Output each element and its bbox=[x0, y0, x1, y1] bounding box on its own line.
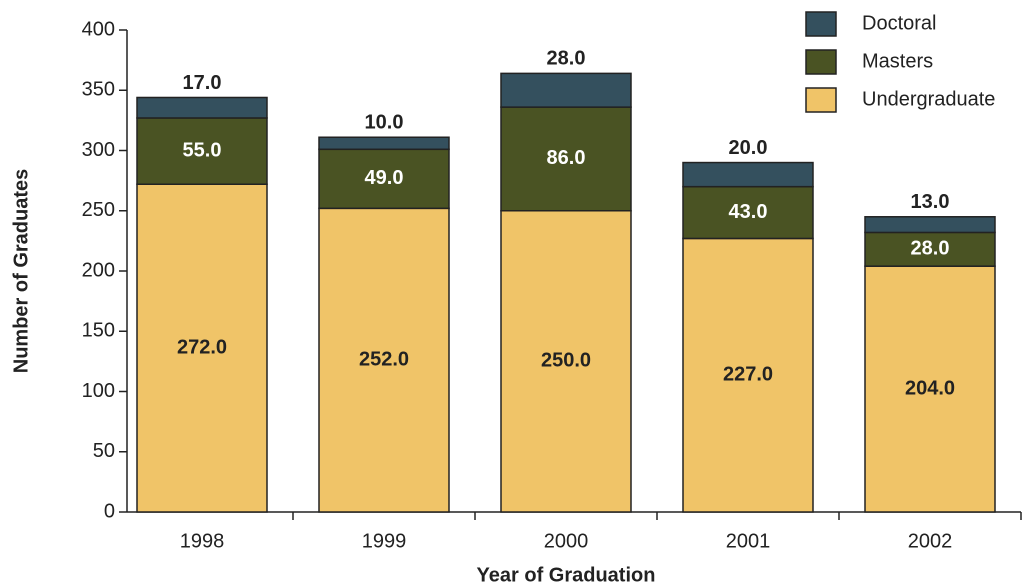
bar-segment bbox=[500, 72, 632, 108]
y-tick-label: 400 bbox=[82, 18, 115, 40]
y-tick-label: 100 bbox=[82, 380, 115, 402]
y-tick-label: 150 bbox=[82, 320, 115, 342]
x-tick-label: 2002 bbox=[908, 530, 953, 552]
data-label: 272.0 bbox=[177, 336, 227, 358]
data-label: 28.0 bbox=[547, 48, 586, 70]
bar-segment bbox=[136, 183, 268, 513]
data-label: 20.0 bbox=[729, 137, 768, 159]
bar-segment bbox=[682, 185, 814, 240]
x-tick-label: 2001 bbox=[726, 530, 771, 552]
x-tick-label: 1999 bbox=[362, 530, 407, 552]
data-label: 13.0 bbox=[911, 191, 950, 213]
x-tick-label: 1998 bbox=[180, 530, 225, 552]
bar-segment bbox=[864, 216, 996, 234]
bar-segment bbox=[136, 117, 268, 185]
legend-swatch bbox=[805, 87, 837, 113]
y-tick-label: 300 bbox=[82, 139, 115, 161]
data-label: 86.0 bbox=[547, 147, 586, 169]
legend-label: Undergraduate bbox=[862, 88, 995, 110]
y-axis-title: Number of Graduates bbox=[10, 169, 32, 373]
y-tick-label: 0 bbox=[104, 500, 115, 522]
y-tick-label: 350 bbox=[82, 79, 115, 101]
data-label: 227.0 bbox=[723, 364, 773, 386]
bar-segment bbox=[500, 210, 632, 513]
legend-label: Doctoral bbox=[862, 12, 936, 34]
bar-segment bbox=[318, 207, 450, 513]
bar-segment bbox=[864, 231, 996, 267]
bar-segment bbox=[318, 136, 450, 151]
x-tick-label: 2000 bbox=[544, 530, 589, 552]
y-tick-label: 50 bbox=[93, 440, 115, 462]
data-label: 55.0 bbox=[183, 139, 222, 161]
bar-segment bbox=[682, 237, 814, 513]
data-label: 43.0 bbox=[729, 201, 768, 223]
data-label: 28.0 bbox=[911, 238, 950, 260]
legend-label: Masters bbox=[862, 50, 933, 72]
bar-segment bbox=[682, 161, 814, 188]
x-axis-title: Year of Graduation bbox=[477, 564, 656, 586]
bar-segment bbox=[136, 96, 268, 119]
data-label: 250.0 bbox=[541, 350, 591, 372]
data-label: 49.0 bbox=[365, 167, 404, 189]
data-label: 204.0 bbox=[905, 377, 955, 399]
data-label: 17.0 bbox=[183, 72, 222, 94]
data-label: 10.0 bbox=[365, 112, 404, 134]
bar-segment bbox=[864, 265, 996, 513]
data-label: 252.0 bbox=[359, 348, 409, 370]
bar-segment bbox=[318, 148, 450, 210]
legend-swatch bbox=[805, 49, 837, 75]
bar-segment bbox=[500, 106, 632, 212]
legend-swatch bbox=[805, 11, 837, 37]
y-tick-label: 200 bbox=[82, 259, 115, 281]
y-tick-label: 250 bbox=[82, 199, 115, 221]
